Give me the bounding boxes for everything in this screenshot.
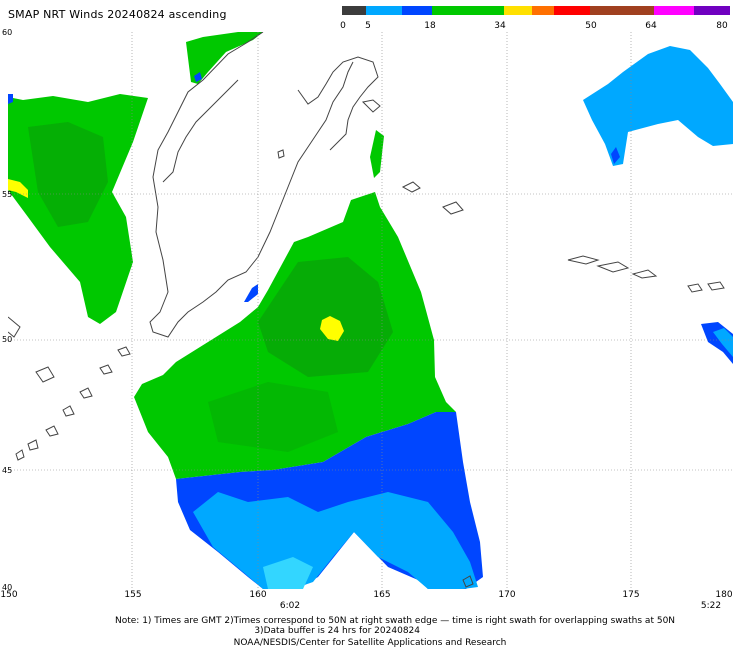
coastline-island-7 <box>687 283 703 293</box>
note-line-2: 3)Data buffer is 24 hrs for 20240824 <box>254 626 420 636</box>
lon-label-160: 160 <box>249 590 267 600</box>
lon-label-155: 155 <box>124 590 142 600</box>
note-line-1: Note: 1) Times are GMT 2)Times correspon… <box>115 616 676 626</box>
wind-region-small-blue <box>244 284 258 302</box>
coastline-kuril-5 <box>45 425 59 437</box>
colorbar-segment-purple <box>694 6 730 15</box>
colorbar-label-0: 0 <box>340 21 346 31</box>
wind-region-top-blue <box>194 72 202 82</box>
coastline-kuril-6 <box>27 439 39 451</box>
lat-label-55: 55 <box>2 190 13 199</box>
coastline-kamchatka-east <box>149 32 354 338</box>
lat-label-60: 60 <box>2 28 13 37</box>
coastline-island-8 <box>707 281 725 291</box>
wind-speed-colorbar <box>342 6 730 15</box>
coastline-kuril-2 <box>99 364 113 375</box>
coastlines <box>8 32 725 588</box>
colorbar-label-34: 34 <box>494 21 506 31</box>
wind-region-left-darkgreen <box>28 122 108 227</box>
wind-region-cyan <box>263 557 313 589</box>
graticule <box>8 32 733 589</box>
colorbar-segment-red <box>554 6 590 15</box>
coastline-kuril-3 <box>79 387 93 399</box>
map-title: SMAP NRT Winds 20240824 ascending <box>8 8 227 21</box>
wind-region-left-blue <box>8 94 13 104</box>
colorbar-segment-brown <box>590 6 654 15</box>
coastline-left-2 <box>35 366 55 383</box>
wind-region-yellow <box>320 316 344 341</box>
credit-line: NOAA/NESDIS/Center for Satellite Applica… <box>233 638 507 648</box>
wind-region-right-lightblue <box>713 328 733 357</box>
coastline-small-1 <box>277 149 285 159</box>
lon-label-165: 165 <box>373 590 391 600</box>
swath-time-left: 6:02 <box>279 601 301 611</box>
wind-region-lightblue <box>193 492 478 589</box>
coastline-island-4 <box>567 255 600 265</box>
colorbar-label-5: 5 <box>365 21 371 31</box>
coastline-island-3 <box>442 201 464 215</box>
wind-region-upperright-lightblue <box>583 46 733 166</box>
coastline-north <box>297 56 379 151</box>
wind-region-main-darkgreen2 <box>208 382 338 452</box>
colorbar-segment-green <box>432 6 504 15</box>
lon-label-150: 150 <box>0 590 18 600</box>
colorbar-segment-lightblue <box>366 6 402 15</box>
lon-label-170: 170 <box>498 590 516 600</box>
colorbar-label-18: 18 <box>424 21 436 31</box>
wind-region-top-green <box>186 32 263 84</box>
coastline-kamchatka-inner <box>162 79 239 183</box>
coastline-island-1 <box>361 99 381 113</box>
colorbar-segment-orange <box>532 6 554 15</box>
colorbar-segment-blue <box>402 6 432 15</box>
wind-region-main-darkgreen <box>258 257 393 377</box>
lon-label-175: 175 <box>622 590 640 600</box>
wind-region-left-yellow <box>8 179 28 198</box>
coastline-kuril-7 <box>15 449 25 461</box>
colorbar-segment-gray <box>342 6 366 15</box>
colorbar-label-50: 50 <box>585 21 597 31</box>
coastline-island-5 <box>596 261 630 273</box>
coastline-small-2 <box>462 575 474 588</box>
wind-region-strip-green <box>370 130 384 178</box>
coastline-island-6 <box>631 269 658 279</box>
colorbar-segment-magenta <box>654 6 694 15</box>
wind-map <box>8 32 733 589</box>
lat-label-40: 40 <box>2 583 13 592</box>
lat-label-45: 45 <box>2 466 13 475</box>
coastline-kuril-1 <box>117 346 131 357</box>
coastline-kuril-4 <box>62 405 75 417</box>
swath-time-right: 5:22 <box>700 601 722 611</box>
coastline-island-2 <box>401 181 421 193</box>
colorbar-segment-yellow <box>504 6 532 15</box>
wind-region-upperright-blue <box>611 147 620 164</box>
coastline-left-1 <box>8 316 21 338</box>
lon-label-180: 180 <box>715 590 733 600</box>
colorbar-label-80: 80 <box>716 21 728 31</box>
colorbar-label-64: 64 <box>645 21 657 31</box>
lat-label-50: 50 <box>2 335 13 344</box>
